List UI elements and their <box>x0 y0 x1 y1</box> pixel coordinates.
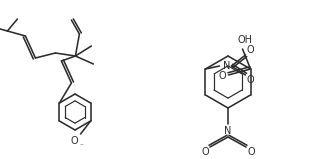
Text: O: O <box>247 45 254 55</box>
Text: O: O <box>219 71 226 81</box>
Text: O: O <box>201 147 209 157</box>
Text: N: N <box>224 126 232 136</box>
Text: O: O <box>71 136 78 146</box>
Text: O: O <box>247 147 255 157</box>
Text: O: O <box>247 75 254 85</box>
Text: N: N <box>223 61 230 71</box>
Text: ⁻: ⁻ <box>80 142 84 151</box>
Text: OH: OH <box>237 35 252 45</box>
